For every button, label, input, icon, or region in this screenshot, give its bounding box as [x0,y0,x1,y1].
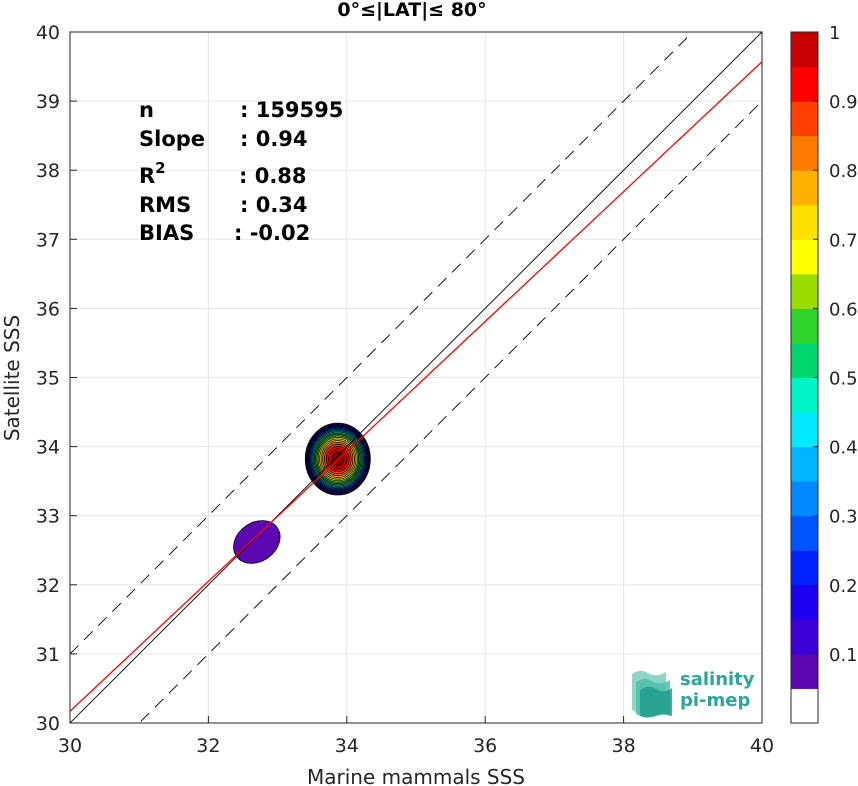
line-identity [70,32,762,723]
colorbar-tick-label: 0.2 [829,576,858,597]
colorbar-segment [791,239,818,275]
y-axis-label: Satellite SSS [0,315,24,441]
logo-line1: salinity [680,669,755,690]
colorbar-segment [791,101,818,137]
colorbar-segment [791,204,818,240]
line-regression [70,61,762,712]
colorbar-segment [791,584,818,620]
colorbar-tick-label: 0.6 [829,299,858,320]
colorbar-segment [791,170,818,206]
line-identity-plus-1 [70,32,694,655]
colorbar-segment [791,446,818,482]
colorbar-segment [791,135,818,171]
y-tick-label: 40 [36,22,60,44]
logo: salinity pi-mep [632,669,755,718]
colorbar-segment [791,688,818,724]
x-tick-label: 32 [196,735,220,757]
y-tick-label: 37 [36,229,60,251]
colorbar-tick-label: 0.8 [829,161,858,182]
colorbar-segment [791,342,818,378]
colorbar-tick-label: 0.7 [829,230,858,251]
x-tick-label: 34 [335,735,359,757]
stat-label: n [139,98,154,122]
y-tick-label: 36 [36,298,60,320]
colorbar-segment [791,515,818,551]
colorbar-segment [791,66,818,102]
stat-value: : 159595 [240,98,343,122]
x-axis-label: Marine mammals SSS [307,765,525,786]
colorbar-segment [791,481,818,517]
logo-waves-icon [632,670,672,718]
colorbar-segment [791,308,818,344]
y-tick-label: 35 [36,368,60,390]
stat-label: Slope [139,127,205,151]
reference-lines [70,32,762,723]
stat-label: RMS [139,193,191,217]
colorbar-segment [791,550,818,586]
colorbar-tick-label: 0.5 [829,369,858,390]
x-tick-label: 38 [612,735,636,757]
stat-label: R2 [139,159,166,188]
y-axis-ticks: 30 31 32 33 34 35 36 37 38 39 40 [36,22,77,735]
y-tick-label: 38 [36,160,60,182]
y-tick-label: 34 [36,437,60,459]
colorbar-tick-label: 0.1 [829,645,858,666]
stats-box: n : 159595 Slope : 0.94 R2 : 0.88 RMS : 0.34 BIA… [139,98,343,245]
chart-title: 0°≤|LAT|≤ 80° [337,0,486,21]
y-tick-label: 30 [36,713,60,735]
logo-line2: pi-mep [680,690,750,711]
x-tick-label: 36 [473,735,497,757]
colorbar: 0.1 0.2 0.3 0.4 0.5 0.6 0.7 0.8 0.9 1 [790,23,858,724]
y-tick-label: 31 [36,644,60,666]
stat-value: : 0.94 [240,127,308,151]
y-tick-label: 33 [36,506,60,528]
stat-value: : -0.02 [234,221,310,245]
x-axis-ticks: 30 32 34 36 38 40 [58,716,774,757]
colorbar-segment [791,619,818,655]
colorbar-segment [791,377,818,413]
y-tick-label: 32 [36,575,60,597]
x-tick-label: 40 [750,735,774,757]
y-tick-label: 39 [36,91,60,113]
colorbar-segment [791,32,818,68]
colorbar-tick-label: 0.3 [829,507,858,528]
stat-value: : 0.34 [240,193,308,217]
line-identity-minus-1 [138,100,762,723]
colorbar-tick-label: 0.9 [829,92,858,113]
colorbar-segment [791,273,818,309]
colorbar-tick-label: 0.4 [829,438,858,459]
x-tick-label: 30 [58,735,82,757]
colorbar-tick-label: 1 [829,23,840,44]
stat-label: BIAS [139,221,194,245]
stat-value: : 0.88 [239,164,307,188]
colorbar-segment [791,653,818,689]
colorbar-segment [791,412,818,448]
